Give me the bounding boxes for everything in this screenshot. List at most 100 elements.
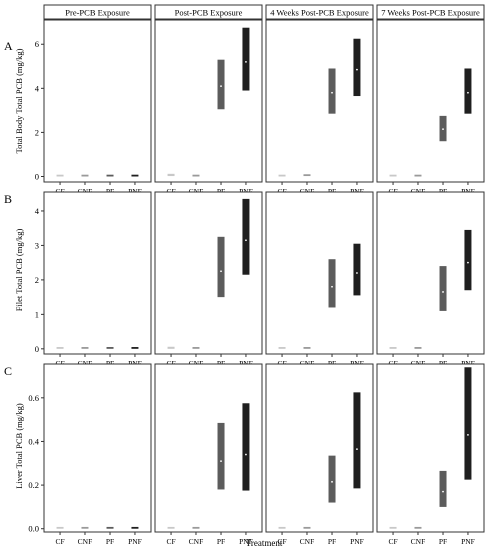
row-b-panel-4-bar-pnf [464, 229, 472, 291]
row-c-panel-4-bar-pf [439, 470, 447, 507]
row-c-panel-2-xtick-label-pnf: PNF [239, 537, 253, 546]
row-c-panel-4-xtick-label-cnf: CNF [411, 537, 426, 546]
row-c-panel-4-bar-cnf [414, 526, 422, 529]
plot-area: 0 2 4 6 CF CNF PF PNF CF CNF PF PNF CF CNF PF PNF CF CNF P… [28, 19, 485, 546]
y-axis-title-filet: Filet Total PCB (mg/kg) [14, 229, 24, 312]
row-b-ytick-label: 1 [35, 309, 39, 319]
row-b-panel-3-bar-pf [328, 259, 336, 308]
row-a-panel-3-bar-cnf [303, 174, 311, 177]
row-c-panel-1-bar-cnf [81, 526, 89, 529]
row-a-panel-2-bar-pf [217, 59, 225, 110]
row-a-ytick-label: 6 [35, 39, 39, 49]
row-b-panel-4-mean-dot-pf [442, 291, 444, 293]
strip-title-pre: Pre-PCB Exposure [65, 8, 130, 18]
row-c-panel-2-xtick-label-pf: PF [217, 537, 225, 546]
row-b-panel-3-mean-dot-pnf [356, 272, 358, 274]
row-b-panel-2-mean-dot-pf [220, 270, 222, 273]
row-b-panel-2-bar-pnf [242, 198, 250, 275]
row-a-panel-3-bar-cf [278, 174, 286, 177]
row-a-panel-4-mean-dot-pnf [467, 91, 469, 94]
row-a-ytick-label: 4 [35, 83, 40, 93]
row-a-panel-2-mean-dot-pf [220, 85, 222, 88]
panel-strips: Pre-PCB Exposure Post-PCB Exposure 4 Wee… [43, 4, 485, 20]
row-b-panel-2-mean-dot-pnf [245, 239, 247, 242]
row-b-panel-4-bar-pf [439, 266, 447, 311]
row-b-ytick-label: 0 [35, 344, 39, 354]
row-b-panel-3-bar-cf [278, 347, 286, 349]
row-c-panel-2-bar-cnf [192, 526, 200, 529]
row-b-panel-2-bar-cnf [192, 347, 200, 349]
row-b-ytick-label: 4 [35, 206, 40, 216]
row-c-panel-2-bar-pf [217, 422, 225, 490]
row-a-panel-3-mean-dot-pnf [356, 68, 358, 71]
row-a-panel-3-bar-pf [328, 68, 336, 114]
row-b-panel-3-bar-pnf [353, 243, 361, 296]
row-a-panel-1-bar-cf [56, 174, 64, 177]
row-c-panel-1-xtick-label-cnf: CNF [78, 537, 93, 546]
row-b-panel-3-mean-dot-pf [331, 285, 333, 288]
row-c-panel-3-mean-dot-pf [331, 480, 333, 483]
strip-box-1 [43, 4, 152, 20]
row-b-ytick-label: 3 [35, 240, 39, 250]
row-b-panel-4-bar-cf [389, 347, 397, 349]
row-a-panel-3-mean-dot-pf [331, 91, 333, 94]
row-c-panel-1-xtick-label-pf: PF [106, 537, 114, 546]
row-a-panel-2-mean-dot-pnf [245, 60, 247, 63]
row-a-panel-4-bar-cnf [414, 174, 422, 177]
row-c-panel-2-mean-dot-pf [220, 460, 222, 462]
row-a-panel-4-bar-pnf [464, 68, 472, 114]
row-a-panel-2-bar-cf [167, 173, 175, 177]
row-a-panel-1-bar-cnf [81, 174, 89, 177]
row-c-panel-2-mean-dot-pnf [245, 453, 247, 456]
row-b-panel-4-mean-dot-pnf [467, 261, 469, 264]
row-a-panel-3-bar-pnf [353, 38, 361, 97]
row-c-panel-1-bar-pnf [131, 526, 139, 529]
row-b-panel-3-bar-cnf [303, 347, 311, 349]
row-c-ytick-label: 0.6 [28, 393, 39, 403]
row-letter-b: B [4, 192, 12, 206]
row-letter-a: A [4, 39, 13, 53]
row-c-panel-4-xtick-label-cf: CF [388, 537, 397, 546]
y-axis-title-total-body: Total Body Total PCB (mg/kg) [14, 48, 24, 153]
row-c-panel-3-xtick-label-pnf: PNF [350, 537, 364, 546]
strip-title-4weeks: 4 Weeks Post-PCB Exposure [270, 8, 369, 18]
row-b-panel-2-bar-cf [167, 346, 175, 349]
strip-box-3 [265, 4, 374, 20]
strip-box-4 [376, 4, 485, 20]
row-c-panel-4-xtick-label-pf: PF [439, 537, 447, 546]
row-c-panel-3-bar-cnf [303, 526, 311, 529]
strip-title-7weeks: 7 Weeks Post-PCB Exposure [381, 8, 480, 18]
row-b-panel-1-bar-pf [106, 347, 114, 349]
row-a-ytick-label: 0 [35, 171, 39, 181]
row-b-panel-4-bar-cnf [414, 347, 422, 349]
row-c-panel-1-bar-pf [106, 526, 114, 529]
row-c-panel-3-bar-pnf [353, 392, 361, 489]
row-c-panel-2-bar-cf [167, 526, 175, 529]
row-a-panel-2-bar-cnf [192, 174, 200, 177]
row-a-panel-2-bar-pnf [242, 27, 250, 91]
row-c-panel-2-xtick-label-cnf: CNF [189, 537, 204, 546]
y-axis-title-liver: Liver Total PCB (mg/kg) [14, 403, 24, 489]
row-c-panel-1-frame [43, 363, 152, 533]
row-c-panel-3-mean-dot-pnf [356, 448, 358, 450]
row-a-panel-1-frame [43, 19, 152, 183]
row-c-panel-1-xtick-label-cf: CF [55, 537, 64, 546]
row-b-ytick-label: 2 [35, 275, 39, 285]
row-a-panel-4-bar-cf [389, 174, 397, 177]
row-c-panel-4-mean-dot-pf [442, 490, 444, 493]
row-c-panel-3-xtick-label-cnf: CNF [300, 537, 315, 546]
row-b-panel-1-frame [43, 191, 152, 355]
row-a-panel-1-bar-pf [106, 174, 114, 177]
row-c-panel-4-mean-dot-pnf [467, 434, 469, 436]
x-axis-title: Treatment [246, 538, 283, 548]
row-c-panel-3-xtick-label-pf: PF [328, 537, 336, 546]
row-c-panel-2-bar-pnf [242, 403, 250, 491]
row-b-panel-1-bar-cnf [81, 347, 89, 349]
row-labels: A B C Total Body Total PCB (mg/kg) Filet… [4, 39, 24, 489]
strip-title-post: Post-PCB Exposure [175, 8, 243, 18]
row-c-panel-4-bar-cf [389, 526, 397, 529]
strip-box-2 [154, 4, 263, 20]
row-c-panel-1-bar-cf [56, 526, 64, 529]
row-b-panel-1-bar-pnf [131, 347, 139, 349]
